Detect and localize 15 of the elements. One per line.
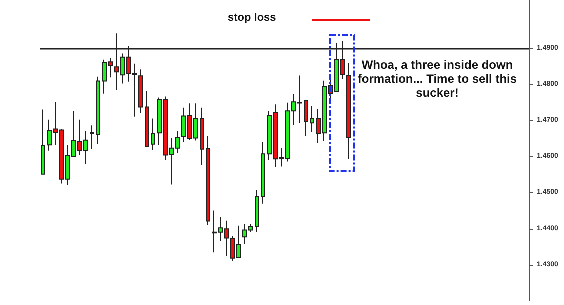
candlestick bbox=[138, 69, 143, 114]
candlestick bbox=[346, 63, 351, 160]
candlestick bbox=[41, 109, 45, 175]
candlestick bbox=[200, 107, 204, 166]
candlestick bbox=[304, 100, 308, 137]
candlestick bbox=[90, 125, 94, 150]
candlestick bbox=[206, 136, 210, 226]
candlestick bbox=[255, 190, 259, 233]
candlestick bbox=[261, 142, 265, 204]
candlestick bbox=[310, 106, 314, 133]
candlestick bbox=[96, 76, 100, 145]
annotation: stop loss bbox=[228, 12, 276, 24]
candlestick bbox=[145, 90, 149, 148]
candlestick bbox=[151, 118, 155, 151]
annotation: Whoa, a three inside down formation... Time to sell this sucker! bbox=[356, 58, 518, 100]
